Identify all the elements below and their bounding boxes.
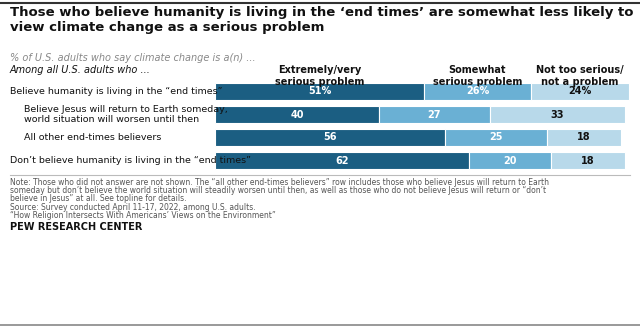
Bar [469, 152, 551, 169]
Text: 27: 27 [428, 110, 441, 119]
Text: Believe humanity is living in the “end times”: Believe humanity is living in the “end t… [10, 87, 223, 96]
Bar [424, 83, 531, 100]
Text: All other end-times believers: All other end-times believers [24, 133, 161, 142]
Bar [215, 152, 469, 169]
Text: “How Religion Intersects With Americans’ Views on the Environment”: “How Religion Intersects With Americans’… [10, 211, 276, 220]
Text: 20: 20 [504, 155, 517, 166]
Text: Somewhat
serious problem: Somewhat serious problem [433, 65, 522, 87]
Text: Believe Jesus will return to Earth someday,
world situation will worsen until th: Believe Jesus will return to Earth somed… [24, 105, 228, 124]
Bar [445, 129, 547, 146]
Text: 26%: 26% [466, 87, 489, 96]
Text: 40: 40 [291, 110, 304, 119]
Bar [215, 129, 445, 146]
Text: Not too serious/
not a problem: Not too serious/ not a problem [536, 65, 624, 87]
Bar [215, 83, 424, 100]
Text: 33: 33 [550, 110, 564, 119]
Text: 24%: 24% [568, 87, 591, 96]
Text: Don’t believe humanity is living in the “end times”: Don’t believe humanity is living in the … [10, 156, 251, 165]
Text: 56: 56 [323, 133, 337, 142]
Bar [551, 152, 625, 169]
Text: 62: 62 [335, 155, 349, 166]
Bar [531, 83, 629, 100]
Text: Note: Those who did not answer are not shown. The “all other end-times believers: Note: Those who did not answer are not s… [10, 178, 549, 187]
Text: PEW RESEARCH CENTER: PEW RESEARCH CENTER [10, 222, 142, 232]
Text: 25: 25 [489, 133, 502, 142]
Bar [215, 106, 379, 123]
Text: 51%: 51% [308, 87, 331, 96]
Bar [490, 106, 625, 123]
Text: % of U.S. adults who say climate change is a(n) ...: % of U.S. adults who say climate change … [10, 53, 255, 63]
Text: Extremely/very
serious problem: Extremely/very serious problem [275, 65, 364, 87]
Text: believe in Jesus” at all. See topline for details.: believe in Jesus” at all. See topline fo… [10, 194, 186, 203]
Text: someday but don’t believe the world situation will steadily worsen until then, a: someday but don’t believe the world situ… [10, 186, 546, 195]
Text: Those who believe humanity is living in the ‘end times’ are somewhat less likely: Those who believe humanity is living in … [10, 6, 634, 34]
Text: Among all U.S. adults who ...: Among all U.S. adults who ... [10, 65, 151, 75]
Text: 18: 18 [581, 155, 595, 166]
Text: 18: 18 [577, 133, 591, 142]
Bar [547, 129, 621, 146]
Text: Source: Survey conducted April 11-17, 2022, among U.S. adults.: Source: Survey conducted April 11-17, 20… [10, 203, 255, 212]
Bar [379, 106, 490, 123]
